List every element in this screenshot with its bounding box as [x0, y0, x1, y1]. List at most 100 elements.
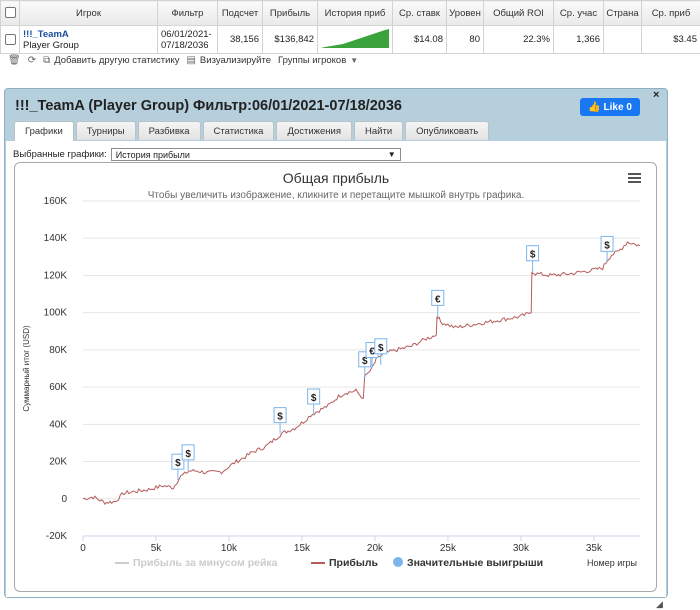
facebook-like-button[interactable]: 👍 Like 0 — [580, 98, 640, 116]
tab-charts[interactable]: Графики — [14, 121, 74, 141]
legend-net-profit: Прибыль за минусом рейка — [133, 557, 278, 569]
legend-significant: Значительные выигрыши — [407, 557, 543, 569]
results-grid: Игрок Фильтр Подсчет Прибыль История при… — [0, 0, 700, 54]
y-tick-label: 80K — [49, 345, 67, 356]
tab-breakdown[interactable]: Разбивка — [138, 121, 201, 140]
x-tick-label: 10k — [221, 543, 238, 554]
col-header-count[interactable]: Подсчет — [218, 1, 263, 26]
country-cell — [604, 26, 642, 54]
roi-cell: 22.3% — [484, 26, 554, 54]
col-header-avg-profit[interactable]: Ср. приб — [642, 1, 700, 26]
filter-to: 07/18/2036 — [161, 40, 214, 51]
y-tick-label: 60K — [49, 382, 67, 393]
y-tick-label: -20K — [46, 531, 67, 542]
caret-down-icon: ▼ — [350, 56, 358, 65]
player-groups-label: Группы игроков — [278, 55, 346, 66]
chart-title: Общая прибыль — [283, 170, 389, 186]
significant-win-marker[interactable]: $ — [527, 246, 539, 272]
select-caret-icon: ▼ — [388, 150, 396, 159]
marker-symbol: $ — [185, 449, 191, 460]
y-tick-label: 0 — [61, 494, 67, 505]
add-stats-label: Добавить другую статистику — [54, 55, 179, 66]
count-cell: 38,156 — [218, 26, 263, 54]
like-label: Like 0 — [604, 102, 632, 113]
marker-symbol: $ — [604, 240, 610, 251]
refresh-icon[interactable]: ⟳ — [28, 55, 36, 66]
col-header-level[interactable]: Уровен — [447, 1, 484, 26]
profit-chart[interactable]: Общая прибыль Чтобы увеличить изображение… — [15, 163, 658, 593]
row-checkbox[interactable] — [1, 26, 20, 54]
y-tick-label: 140K — [44, 233, 68, 244]
profit-series-line — [83, 242, 640, 504]
profit-history-sparkline — [318, 26, 393, 54]
chart-menu-icon[interactable] — [628, 173, 641, 185]
marker-symbol: € — [435, 294, 441, 305]
resize-handle-icon[interactable]: ◢ — [656, 599, 663, 610]
player-groups-dropdown[interactable]: Группы игроков ▼ — [278, 55, 358, 66]
tab-publish[interactable]: Опубликовать — [405, 121, 489, 140]
x-tick-label: 25k — [440, 543, 457, 554]
filter-cell: 06/01/2021- 07/18/2036 — [158, 26, 218, 54]
tab-statistics[interactable]: Статистика — [203, 121, 275, 140]
x-tick-label: 15k — [294, 543, 311, 554]
marker-symbol: $ — [530, 250, 536, 261]
chart-select-row: Выбранные графики: История прибыли ▼ — [13, 148, 401, 161]
x-tick-label: 30k — [513, 543, 530, 554]
y-tick-label: 40K — [49, 419, 67, 430]
player-name-link[interactable]: !!!_TeamA — [23, 29, 154, 40]
y-axis-label: Суммарный итог (USD) — [22, 325, 31, 412]
col-header-country[interactable]: Страна — [604, 1, 642, 26]
marker-symbol: $ — [311, 393, 317, 404]
filter-from: 06/01/2021- — [161, 29, 214, 40]
dialog-body: Выбранные графики: История прибыли ▼ Общ… — [6, 141, 666, 597]
y-tick-label: 160K — [44, 196, 68, 207]
chart-container[interactable]: Общая прибыль Чтобы увеличить изображение… — [14, 162, 657, 592]
avg-field-cell: 1,366 — [554, 26, 604, 54]
chart-select[interactable]: История прибыли ▼ — [111, 148, 401, 161]
chart-select-label: Выбранные графики: — [13, 149, 107, 160]
results-table: Игрок Фильтр Подсчет Прибыль История при… — [0, 0, 700, 54]
col-header-filter[interactable]: Фильтр — [158, 1, 218, 26]
visualize-label: Визуализируйте — [200, 55, 271, 66]
add-stats-button[interactable]: ⧉ Добавить другую статистику — [43, 55, 179, 66]
marker-symbol: $ — [277, 412, 283, 423]
profit-cell: $136,842 — [263, 26, 318, 54]
close-icon[interactable]: × — [653, 89, 659, 101]
add-column-icon: ⧉ — [43, 55, 50, 66]
x-tick-label: 20k — [367, 543, 384, 554]
col-header-player[interactable]: Игрок — [20, 1, 158, 26]
select-all-checkbox[interactable] — [1, 1, 20, 26]
table-header-row: Игрок Фильтр Подсчет Прибыль История при… — [1, 1, 700, 26]
trash-icon[interactable]: 🗑 — [8, 55, 21, 66]
table-row[interactable]: !!!_TeamA Player Group 06/01/2021- 07/18… — [1, 26, 700, 54]
chart-select-value: История прибыли — [116, 150, 190, 160]
significant-win-marker[interactable]: $ — [375, 339, 387, 365]
x-tick-label: 35k — [586, 543, 603, 554]
col-header-roi[interactable]: Общий ROI — [484, 1, 554, 26]
level-cell: 80 — [447, 26, 484, 54]
x-tick-label: 0 — [80, 543, 86, 554]
tab-achievements[interactable]: Достижения — [276, 121, 352, 140]
chart-subtitle: Чтобы увеличить изображение, кликните и … — [148, 189, 525, 201]
tab-find[interactable]: Найти — [354, 121, 403, 140]
x-tick-label: 5k — [151, 543, 163, 554]
sparkline-chart — [321, 28, 389, 48]
marker-symbol: $ — [378, 343, 384, 354]
col-header-profit-history[interactable]: История приб — [318, 1, 393, 26]
col-header-profit[interactable]: Прибыль — [263, 1, 318, 26]
x-axis-label: Номер игры — [587, 558, 637, 568]
tab-tournaments[interactable]: Турниры — [76, 121, 136, 140]
significant-win-marker[interactable]: $ — [601, 236, 613, 262]
grid-toolbar: 🗑 ⟳ ⧉ Добавить другую статистику ▤ Визуа… — [0, 51, 700, 69]
col-header-avg-field[interactable]: Ср. учас — [554, 1, 604, 26]
y-tick-label: 120K — [44, 270, 68, 281]
visualize-button[interactable]: ▤ Визуализируйте — [186, 55, 271, 66]
col-header-avg-stake[interactable]: Ср. ставк — [393, 1, 447, 26]
player-cell[interactable]: !!!_TeamA Player Group — [20, 26, 158, 54]
significant-win-marker[interactable]: $ — [274, 408, 286, 434]
player-group-label: Player Group — [23, 40, 154, 51]
significant-win-marker[interactable]: $ — [308, 389, 320, 415]
avg-profit-cell: $3.45 — [642, 26, 700, 54]
y-tick-label: 20K — [49, 457, 67, 468]
chart-icon: ▤ — [186, 55, 195, 66]
